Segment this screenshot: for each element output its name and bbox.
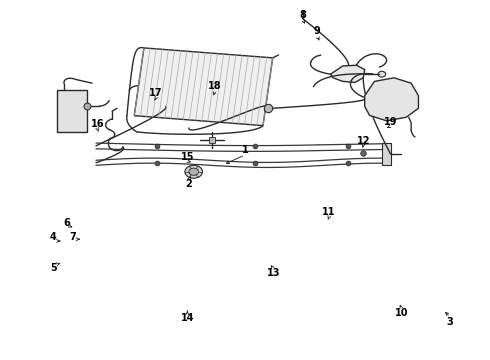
Text: 1: 1	[242, 144, 248, 154]
Text: 5: 5	[50, 263, 57, 273]
Text: 13: 13	[267, 268, 280, 278]
Text: 7: 7	[70, 232, 76, 242]
Text: 2: 2	[185, 179, 192, 189]
Polygon shape	[331, 65, 365, 82]
Text: 3: 3	[447, 317, 454, 327]
Text: 14: 14	[181, 313, 194, 323]
Text: 17: 17	[149, 88, 163, 98]
Bar	[382, 143, 391, 165]
Text: 12: 12	[357, 136, 370, 145]
Bar	[57, 90, 87, 132]
Polygon shape	[134, 48, 273, 126]
Text: 6: 6	[63, 218, 70, 228]
Text: 16: 16	[91, 120, 104, 129]
Text: 18: 18	[208, 81, 221, 91]
Text: 4: 4	[50, 232, 57, 242]
Circle shape	[185, 165, 202, 178]
Text: 11: 11	[322, 207, 336, 217]
Text: 15: 15	[181, 152, 194, 162]
Text: 19: 19	[384, 117, 397, 127]
Circle shape	[378, 71, 386, 77]
Text: 10: 10	[394, 308, 408, 318]
Text: 9: 9	[314, 26, 320, 36]
Polygon shape	[365, 78, 418, 121]
Text: 8: 8	[299, 10, 306, 20]
Circle shape	[189, 168, 198, 175]
